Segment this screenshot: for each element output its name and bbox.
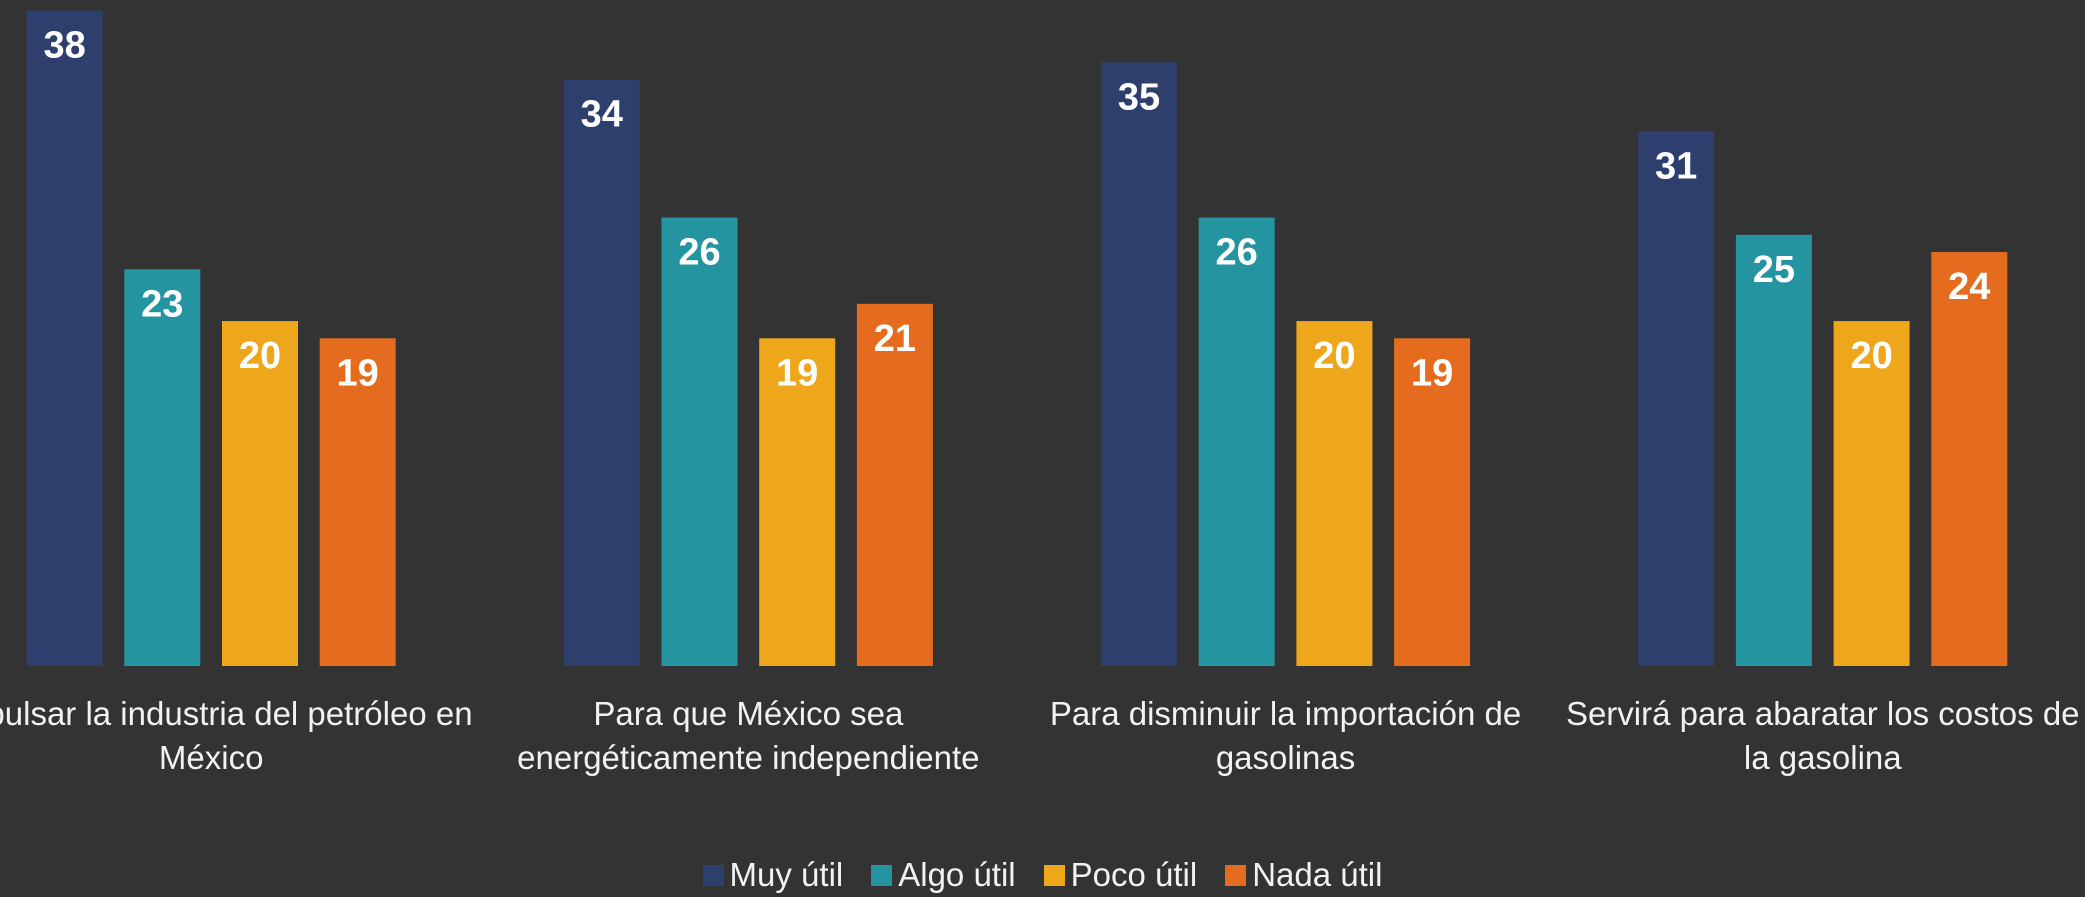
bar xyxy=(26,10,103,667)
data-label: 20 xyxy=(1850,335,1892,377)
legend-item: Nada útil xyxy=(1225,855,1382,895)
data-label: 24 xyxy=(1948,266,1990,308)
data-label: 19 xyxy=(776,352,818,394)
data-label: 20 xyxy=(1313,335,1355,377)
legend-swatch xyxy=(1043,864,1065,886)
data-label: 19 xyxy=(337,352,379,394)
bar xyxy=(1931,252,2008,666)
legend-swatch xyxy=(871,864,893,886)
x-tick-label: Para que México sea energéticamente inde… xyxy=(517,695,980,776)
data-label: 20 xyxy=(239,335,281,377)
legend-item: Muy útil xyxy=(702,855,844,895)
chart: 38 23 20 19 34 26 19 21 35 26 20 19 31 25 20 24 xyxy=(26,10,2008,667)
bar xyxy=(1735,234,1812,666)
bar xyxy=(759,338,836,666)
data-label: 23 xyxy=(141,283,183,325)
legend-swatch xyxy=(1225,864,1247,886)
legend: Muy útil Algo útil Poco útil Nada útil xyxy=(0,855,2085,895)
bar xyxy=(319,338,396,666)
data-label: 31 xyxy=(1655,145,1697,187)
legend-label: Nada útil xyxy=(1252,856,1383,893)
bar xyxy=(563,79,640,666)
bar xyxy=(1296,321,1373,666)
bar xyxy=(222,321,298,666)
legend-label: Poco útil xyxy=(1070,856,1198,893)
bar xyxy=(1638,131,1715,667)
bar xyxy=(661,217,738,666)
legend-item: Algo útil xyxy=(871,855,1016,895)
x-tick-label: Servirá para abaratar los costos de la g… xyxy=(1565,695,2080,776)
bar xyxy=(1394,338,1471,666)
data-label: 19 xyxy=(1411,352,1453,394)
data-label: 35 xyxy=(1118,76,1160,118)
legend-swatch xyxy=(702,864,724,886)
data-label: 38 xyxy=(43,25,85,67)
bar xyxy=(1101,62,1177,667)
data-label: 21 xyxy=(874,318,916,360)
data-label: 34 xyxy=(581,94,623,136)
data-label: 25 xyxy=(1753,249,1795,291)
bar xyxy=(124,269,201,666)
legend-label: Algo útil xyxy=(898,856,1016,893)
legend-label: Muy útil xyxy=(729,856,844,893)
x-tick-label: Para disminuir la importación de gasolin… xyxy=(1049,695,1522,776)
bar xyxy=(1198,217,1275,666)
data-label: 26 xyxy=(678,232,720,274)
bar xyxy=(856,303,933,666)
data-label: 26 xyxy=(1216,232,1258,274)
x-tick-label: Impulsar la industria del petróleo en Mé… xyxy=(0,695,473,776)
bar xyxy=(1833,321,1910,666)
legend-item: Poco útil xyxy=(1043,855,1198,895)
